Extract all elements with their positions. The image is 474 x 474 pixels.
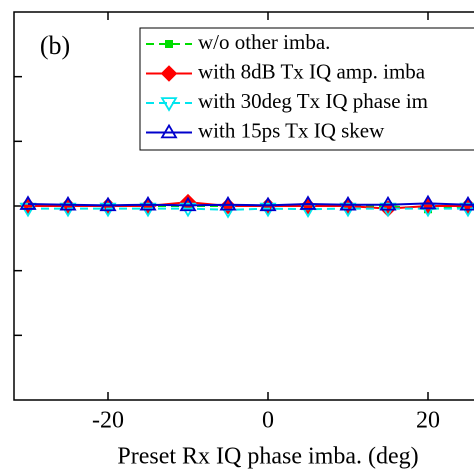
legend-marker [160, 97, 178, 112]
panel-label: (b) [40, 31, 70, 60]
series-line [28, 207, 474, 211]
marker [139, 195, 157, 211]
legend-box [139, 27, 474, 151]
legend-marker [160, 123, 178, 139]
marker [259, 196, 277, 212]
legend: w/o other imba. with 8dB Tx IQ amp. imba w… [139, 27, 474, 151]
x-tick-label: -20 [92, 408, 124, 434]
marker [339, 195, 357, 211]
legend-label: with 30deg Tx IQ phase im [198, 89, 428, 113]
marker [219, 195, 237, 211]
x-axis-label: Preset Rx IQ phase imba. (deg) [117, 444, 418, 470]
series-line [27, 202, 474, 207]
legend-marker [160, 65, 178, 82]
legend-marker [165, 40, 173, 48]
marker [59, 195, 77, 211]
marker [419, 194, 437, 210]
marker [299, 195, 317, 210]
x-tick-label: 20 [416, 408, 440, 434]
x-tick-label: 0 [262, 408, 274, 434]
marker [459, 195, 474, 211]
marker [179, 196, 197, 212]
legend-label: w/o other imba. [198, 30, 330, 54]
legend-label: with 15ps Tx IQ skew [198, 118, 385, 142]
marker [379, 195, 397, 211]
marker [99, 196, 117, 212]
marker [19, 195, 37, 210]
legend-label: with 8dB Tx IQ amp. imba [198, 59, 426, 83]
